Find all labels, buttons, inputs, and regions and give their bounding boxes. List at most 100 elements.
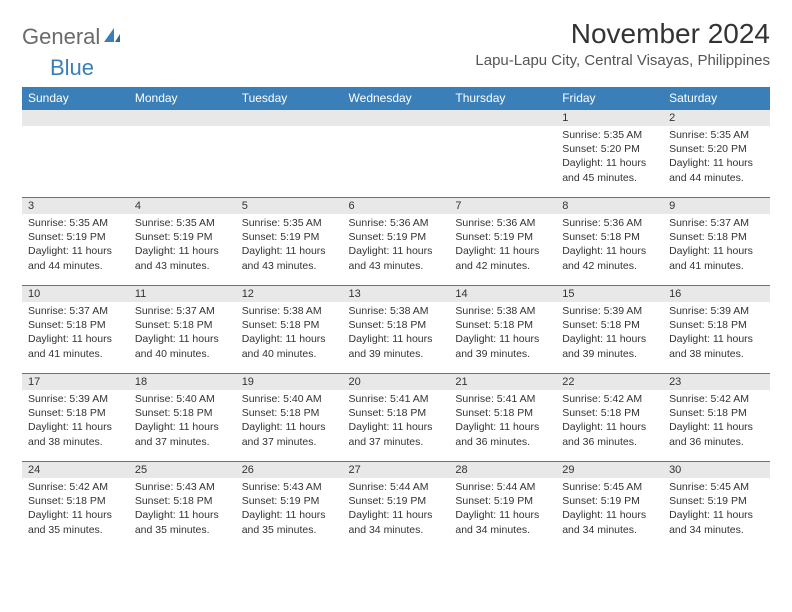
calendar-day-cell: 1Sunrise: 5:35 AMSunset: 5:20 PMDaylight… xyxy=(556,110,663,198)
logo: General xyxy=(22,24,124,50)
month-title: November 2024 xyxy=(475,18,770,50)
weekday-header: Saturday xyxy=(663,87,770,110)
day-content: Sunrise: 5:43 AMSunset: 5:18 PMDaylight:… xyxy=(129,478,236,541)
day-number: 4 xyxy=(129,198,236,214)
day-number: 26 xyxy=(236,462,343,478)
day-content: Sunrise: 5:42 AMSunset: 5:18 PMDaylight:… xyxy=(556,390,663,453)
calendar-day-cell: 29Sunrise: 5:45 AMSunset: 5:19 PMDayligh… xyxy=(556,462,663,550)
calendar-day-cell: 8Sunrise: 5:36 AMSunset: 5:18 PMDaylight… xyxy=(556,198,663,286)
day-number: 22 xyxy=(556,374,663,390)
calendar-day-cell: 16Sunrise: 5:39 AMSunset: 5:18 PMDayligh… xyxy=(663,286,770,374)
logo-text-blue: Blue xyxy=(50,55,94,80)
day-number: 3 xyxy=(22,198,129,214)
calendar-body: 1Sunrise: 5:35 AMSunset: 5:20 PMDaylight… xyxy=(22,110,770,550)
day-number: 16 xyxy=(663,286,770,302)
day-number: 20 xyxy=(343,374,450,390)
day-number: 28 xyxy=(449,462,556,478)
calendar-day-cell: 9Sunrise: 5:37 AMSunset: 5:18 PMDaylight… xyxy=(663,198,770,286)
calendar-week-row: 17Sunrise: 5:39 AMSunset: 5:18 PMDayligh… xyxy=(22,374,770,462)
day-content: Sunrise: 5:42 AMSunset: 5:18 PMDaylight:… xyxy=(663,390,770,453)
day-content: Sunrise: 5:38 AMSunset: 5:18 PMDaylight:… xyxy=(343,302,450,365)
day-number-empty xyxy=(129,110,236,126)
day-content: Sunrise: 5:39 AMSunset: 5:18 PMDaylight:… xyxy=(556,302,663,365)
logo-text-general: General xyxy=(22,24,100,50)
day-number: 14 xyxy=(449,286,556,302)
day-number: 1 xyxy=(556,110,663,126)
calendar-week-row: 24Sunrise: 5:42 AMSunset: 5:18 PMDayligh… xyxy=(22,462,770,550)
day-number: 6 xyxy=(343,198,450,214)
day-number: 15 xyxy=(556,286,663,302)
calendar-day-cell: 3Sunrise: 5:35 AMSunset: 5:19 PMDaylight… xyxy=(22,198,129,286)
day-content: Sunrise: 5:36 AMSunset: 5:19 PMDaylight:… xyxy=(343,214,450,277)
day-number: 24 xyxy=(22,462,129,478)
calendar-day-cell: 17Sunrise: 5:39 AMSunset: 5:18 PMDayligh… xyxy=(22,374,129,462)
day-number: 18 xyxy=(129,374,236,390)
calendar-day-cell: 18Sunrise: 5:40 AMSunset: 5:18 PMDayligh… xyxy=(129,374,236,462)
calendar-day-cell: 25Sunrise: 5:43 AMSunset: 5:18 PMDayligh… xyxy=(129,462,236,550)
calendar-day-cell: 26Sunrise: 5:43 AMSunset: 5:19 PMDayligh… xyxy=(236,462,343,550)
day-number: 9 xyxy=(663,198,770,214)
day-number: 21 xyxy=(449,374,556,390)
calendar-day-cell: 19Sunrise: 5:40 AMSunset: 5:18 PMDayligh… xyxy=(236,374,343,462)
day-content: Sunrise: 5:37 AMSunset: 5:18 PMDaylight:… xyxy=(663,214,770,277)
day-content: Sunrise: 5:37 AMSunset: 5:18 PMDaylight:… xyxy=(22,302,129,365)
calendar-day-cell: 13Sunrise: 5:38 AMSunset: 5:18 PMDayligh… xyxy=(343,286,450,374)
calendar-day-cell xyxy=(449,110,556,198)
calendar-day-cell: 30Sunrise: 5:45 AMSunset: 5:19 PMDayligh… xyxy=(663,462,770,550)
day-content: Sunrise: 5:38 AMSunset: 5:18 PMDaylight:… xyxy=(236,302,343,365)
calendar-day-cell: 23Sunrise: 5:42 AMSunset: 5:18 PMDayligh… xyxy=(663,374,770,462)
day-number-empty xyxy=(22,110,129,126)
day-number: 17 xyxy=(22,374,129,390)
day-number: 25 xyxy=(129,462,236,478)
day-content: Sunrise: 5:35 AMSunset: 5:19 PMDaylight:… xyxy=(22,214,129,277)
calendar-table: SundayMondayTuesdayWednesdayThursdayFrid… xyxy=(22,87,770,550)
day-content: Sunrise: 5:40 AMSunset: 5:18 PMDaylight:… xyxy=(129,390,236,453)
calendar-day-cell: 10Sunrise: 5:37 AMSunset: 5:18 PMDayligh… xyxy=(22,286,129,374)
weekday-header: Sunday xyxy=(22,87,129,110)
day-number-empty xyxy=(236,110,343,126)
day-number: 27 xyxy=(343,462,450,478)
weekday-header: Tuesday xyxy=(236,87,343,110)
calendar-day-cell: 24Sunrise: 5:42 AMSunset: 5:18 PMDayligh… xyxy=(22,462,129,550)
calendar-day-cell: 21Sunrise: 5:41 AMSunset: 5:18 PMDayligh… xyxy=(449,374,556,462)
calendar-day-cell xyxy=(236,110,343,198)
day-number: 13 xyxy=(343,286,450,302)
day-content: Sunrise: 5:41 AMSunset: 5:18 PMDaylight:… xyxy=(343,390,450,453)
calendar-week-row: 10Sunrise: 5:37 AMSunset: 5:18 PMDayligh… xyxy=(22,286,770,374)
calendar-day-cell: 28Sunrise: 5:44 AMSunset: 5:19 PMDayligh… xyxy=(449,462,556,550)
calendar-day-cell xyxy=(22,110,129,198)
day-number: 29 xyxy=(556,462,663,478)
day-content: Sunrise: 5:44 AMSunset: 5:19 PMDaylight:… xyxy=(449,478,556,541)
weekday-header: Thursday xyxy=(449,87,556,110)
calendar-day-cell: 14Sunrise: 5:38 AMSunset: 5:18 PMDayligh… xyxy=(449,286,556,374)
calendar-day-cell: 20Sunrise: 5:41 AMSunset: 5:18 PMDayligh… xyxy=(343,374,450,462)
day-content: Sunrise: 5:36 AMSunset: 5:18 PMDaylight:… xyxy=(556,214,663,277)
calendar-day-cell: 4Sunrise: 5:35 AMSunset: 5:19 PMDaylight… xyxy=(129,198,236,286)
calendar-day-cell: 7Sunrise: 5:36 AMSunset: 5:19 PMDaylight… xyxy=(449,198,556,286)
day-number: 30 xyxy=(663,462,770,478)
calendar-day-cell: 27Sunrise: 5:44 AMSunset: 5:19 PMDayligh… xyxy=(343,462,450,550)
day-content: Sunrise: 5:40 AMSunset: 5:18 PMDaylight:… xyxy=(236,390,343,453)
day-number: 7 xyxy=(449,198,556,214)
calendar-header-row: SundayMondayTuesdayWednesdayThursdayFrid… xyxy=(22,87,770,110)
day-content: Sunrise: 5:42 AMSunset: 5:18 PMDaylight:… xyxy=(22,478,129,541)
day-content: Sunrise: 5:35 AMSunset: 5:20 PMDaylight:… xyxy=(556,126,663,189)
day-content: Sunrise: 5:45 AMSunset: 5:19 PMDaylight:… xyxy=(663,478,770,541)
day-content: Sunrise: 5:45 AMSunset: 5:19 PMDaylight:… xyxy=(556,478,663,541)
calendar-day-cell xyxy=(343,110,450,198)
day-number: 2 xyxy=(663,110,770,126)
day-content: Sunrise: 5:38 AMSunset: 5:18 PMDaylight:… xyxy=(449,302,556,365)
logo-sail-icon xyxy=(102,26,122,49)
day-number: 10 xyxy=(22,286,129,302)
calendar-day-cell: 11Sunrise: 5:37 AMSunset: 5:18 PMDayligh… xyxy=(129,286,236,374)
calendar-day-cell: 15Sunrise: 5:39 AMSunset: 5:18 PMDayligh… xyxy=(556,286,663,374)
day-content: Sunrise: 5:43 AMSunset: 5:19 PMDaylight:… xyxy=(236,478,343,541)
day-number: 12 xyxy=(236,286,343,302)
calendar-day-cell: 2Sunrise: 5:35 AMSunset: 5:20 PMDaylight… xyxy=(663,110,770,198)
day-content: Sunrise: 5:36 AMSunset: 5:19 PMDaylight:… xyxy=(449,214,556,277)
day-number: 8 xyxy=(556,198,663,214)
day-content: Sunrise: 5:39 AMSunset: 5:18 PMDaylight:… xyxy=(22,390,129,453)
calendar-week-row: 3Sunrise: 5:35 AMSunset: 5:19 PMDaylight… xyxy=(22,198,770,286)
calendar-week-row: 1Sunrise: 5:35 AMSunset: 5:20 PMDaylight… xyxy=(22,110,770,198)
day-number-empty xyxy=(343,110,450,126)
